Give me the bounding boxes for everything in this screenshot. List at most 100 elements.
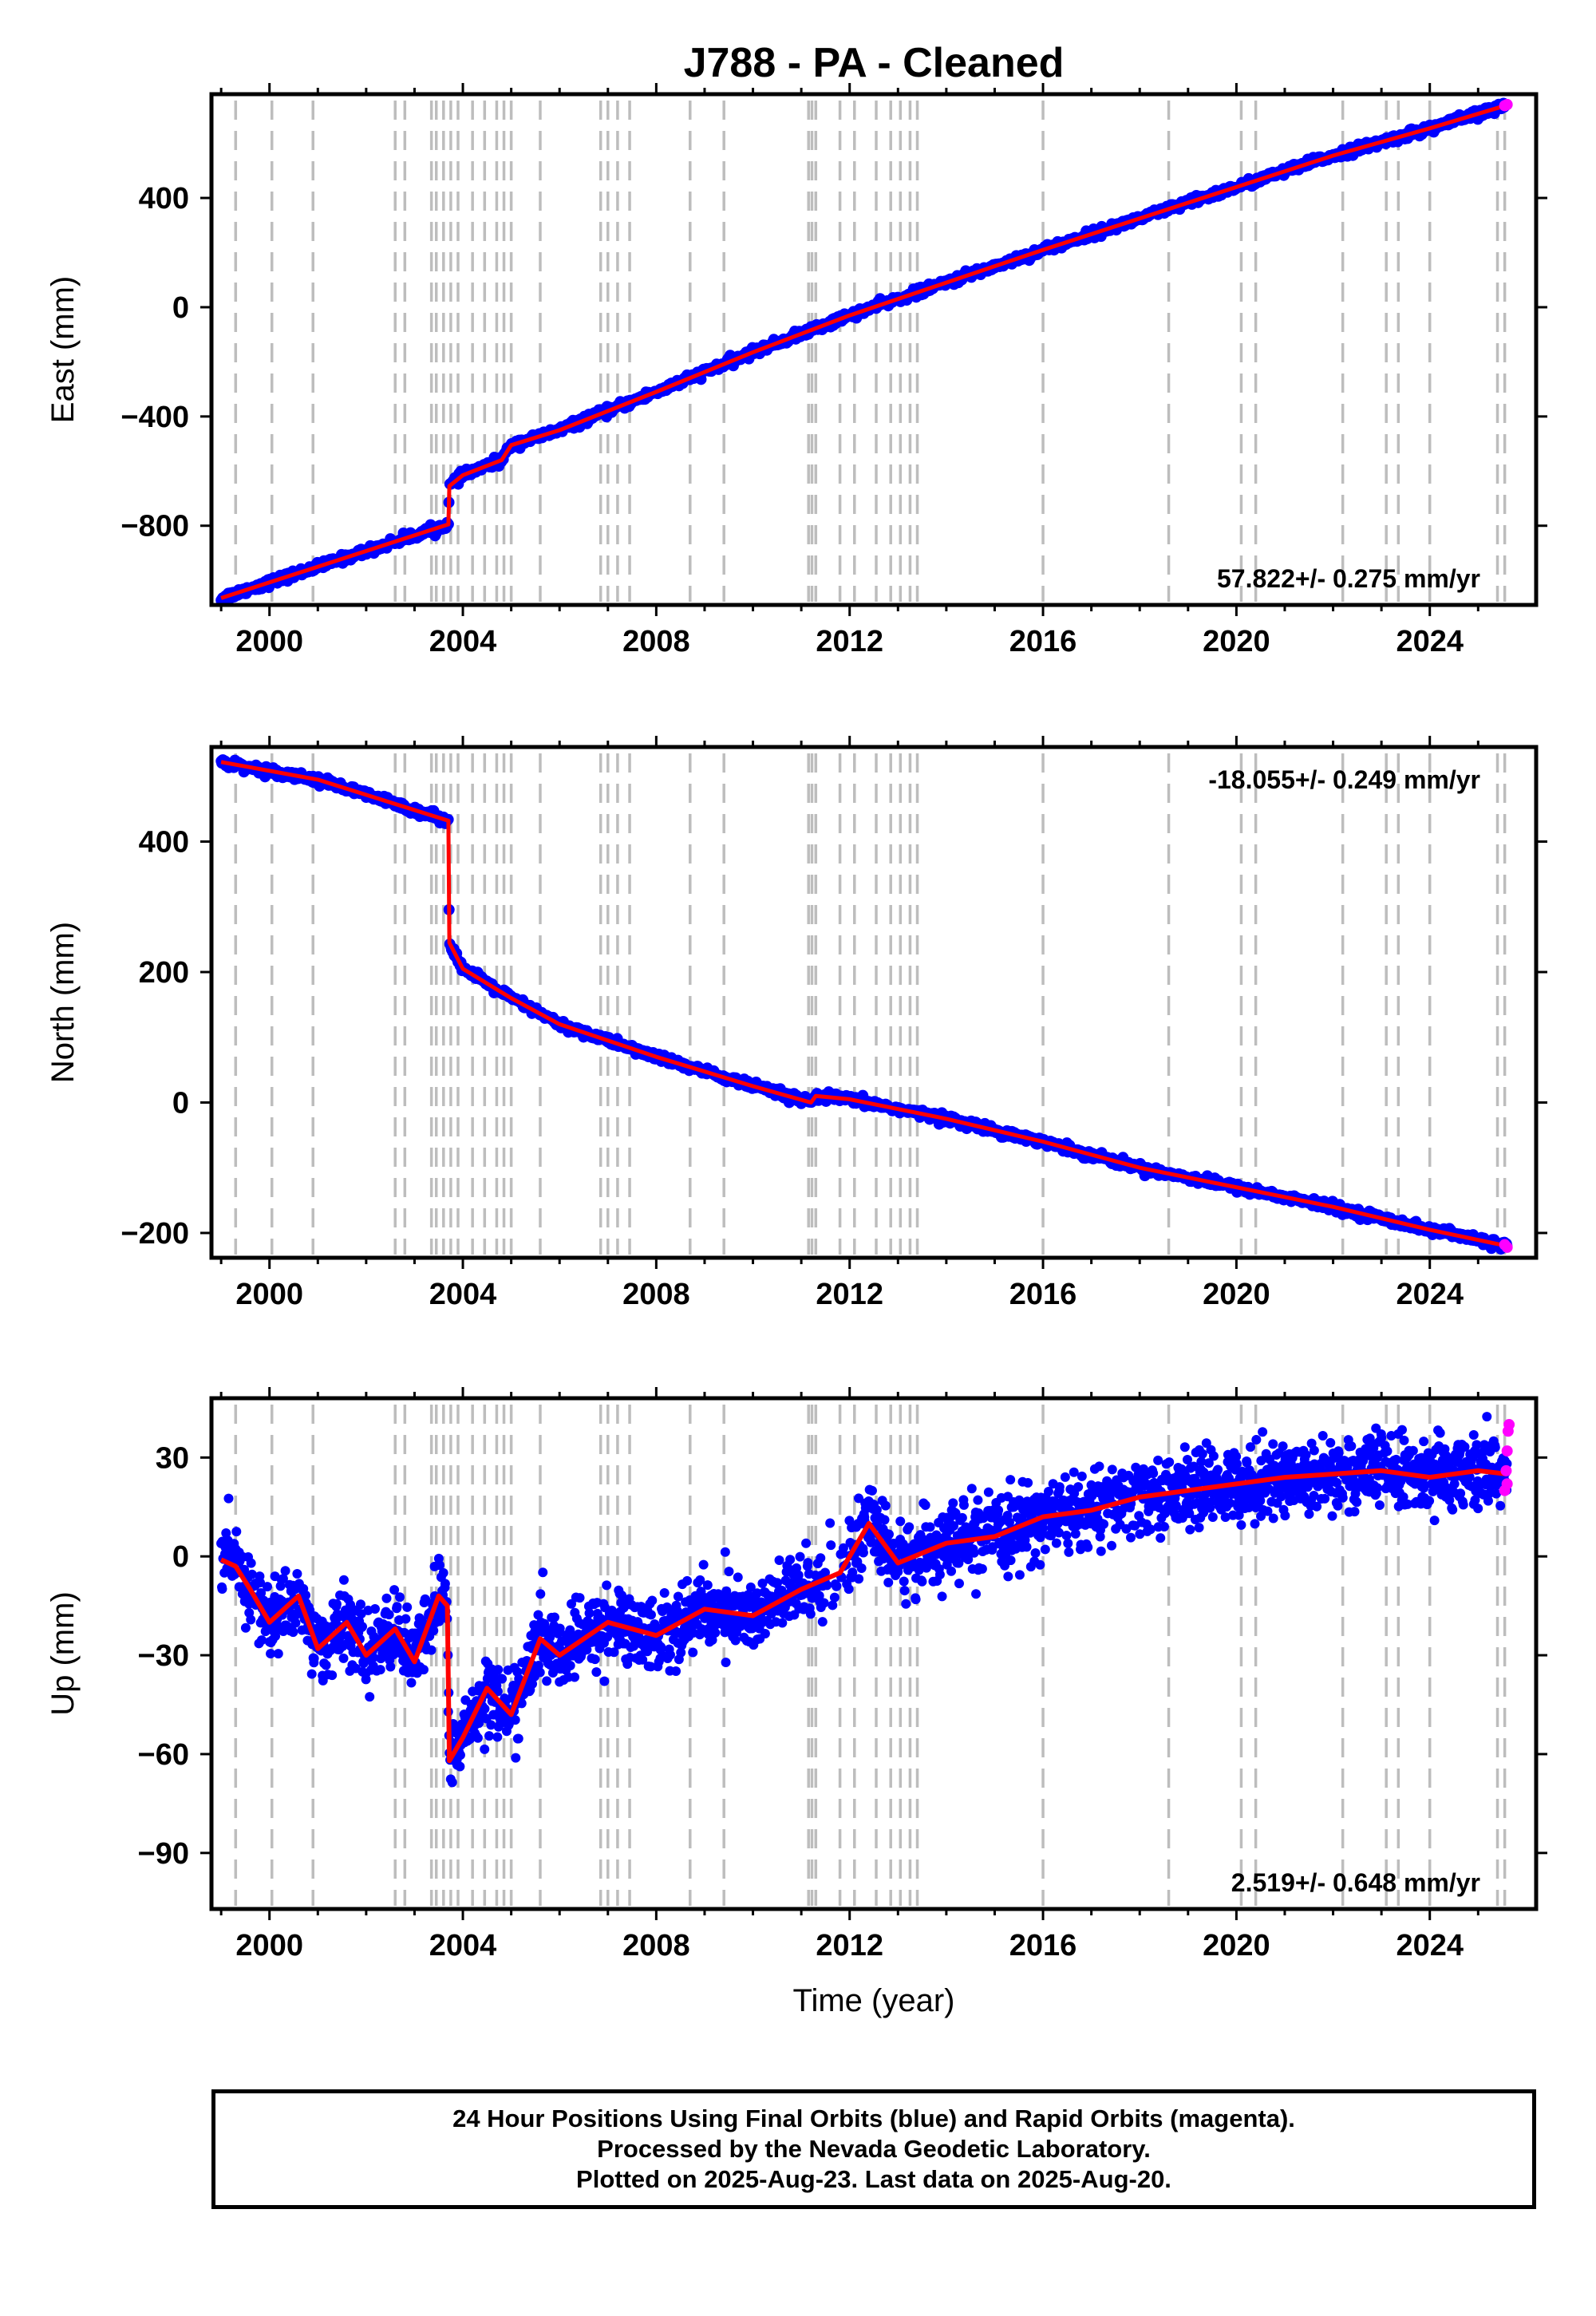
final-orbit-point [973,1495,983,1505]
final-orbit-point [492,1686,503,1697]
final-orbit-point [1040,1544,1050,1555]
final-orbit-point [720,1547,730,1557]
final-orbit-point [358,1622,368,1632]
final-orbit-point [401,1614,411,1624]
final-orbit-point [1043,1486,1053,1496]
x-tick-label: 2004 [429,625,497,658]
final-orbit-point [480,1744,490,1754]
y-tick-label: 0 [172,1086,189,1120]
final-orbit-point [867,1485,877,1496]
plot-frame [209,745,1539,1260]
x-tick-label: 2024 [1396,625,1464,658]
panel-up: 2000 2004 2008 2012 2016 2020 2024−90−60−30030… [45,1387,1547,2018]
final-orbit-point [925,1522,935,1532]
final-orbit-point [223,1493,234,1504]
final-orbit-point [1054,1482,1065,1492]
final-orbit-point [795,1551,805,1562]
final-orbit-point [1005,1475,1016,1485]
final-orbit-point [545,1632,555,1642]
final-orbit-point [957,1512,967,1523]
y-tick-label: −200 [120,1217,189,1251]
final-orbit-point [472,1733,483,1743]
final-orbit-point [278,1574,288,1584]
rapid-orbit-points [1499,99,1513,112]
final-orbit-point [871,1504,882,1515]
final-orbit-point [1159,1521,1169,1531]
final-orbit-point [493,1665,504,1675]
final-orbit-point [948,1498,958,1508]
final-orbit-point [1094,1461,1104,1472]
final-orbit-point [702,1580,713,1591]
panel-north: 2000 2004 2008 2012 2016 2020 2024−2000200400N… [45,736,1547,1311]
final-orbit-point [774,1555,784,1566]
final-orbit-point [880,1500,891,1511]
final-orbit-point [455,1750,465,1761]
final-orbit-point [421,1595,431,1605]
rate-label: 57.822+/- 0.275 mm/yr [1217,564,1480,593]
final-orbit-point [1126,1532,1136,1543]
final-orbit-point [434,1560,444,1571]
final-orbit-point [724,1567,734,1577]
final-orbit-point [369,1604,380,1614]
final-orbit-point [365,1692,375,1702]
x-tick-label: 2000 [235,625,303,658]
final-orbit-point [1070,1528,1080,1539]
final-orbit-point [825,1518,836,1528]
final-orbit-point [1099,1519,1109,1529]
final-orbit-point [671,1666,681,1677]
final-orbit-point [1064,1547,1074,1557]
y-axis-label: East (mm) [45,276,81,423]
final-orbit-point [375,1665,385,1675]
final-orbit-point [911,1595,921,1605]
final-orbit-point [665,1650,675,1660]
panels: 2000 2004 2008 2012 2016 2020 2024−800−4000400… [45,83,1547,2018]
x-tick-label: 2024 [1396,1278,1464,1311]
y-tick-label: −400 [120,401,189,434]
final-orbit-point [854,1574,864,1584]
final-orbit-point [582,1645,592,1655]
y-tick-label: 200 [139,956,189,990]
final-orbit-point [565,1625,575,1635]
final-orbit-point [730,1635,741,1646]
final-orbit-point [392,1602,402,1612]
final-orbit-point [934,1570,945,1580]
final-orbit-point [602,1580,612,1591]
final-orbit-point [883,1577,894,1587]
final-orbit-point [565,1661,575,1671]
y-axis-label: North (mm) [45,922,81,1083]
final-orbit-point [1145,1524,1156,1535]
final-orbit-point [847,1567,858,1578]
final-orbit-point [570,1672,580,1682]
final-orbit-point [1073,1482,1084,1492]
final-orbit-point [1153,1455,1163,1465]
y-tick-label: 400 [139,826,189,860]
x-tick-label: 2020 [1203,1278,1270,1311]
final-orbit-point [785,1555,796,1565]
rapid-orbit-points [1499,1239,1513,1253]
final-orbit-point [240,1622,251,1633]
final-orbit-point [682,1575,693,1586]
final-orbit-point [385,1662,396,1672]
final-orbit-point [698,1559,709,1570]
final-orbit-point [527,1678,538,1689]
final-orbit-point [542,1676,552,1686]
final-orbit-point [1156,1533,1166,1543]
x-tick-label: 2016 [1009,625,1077,658]
final-orbit-point [642,1646,653,1657]
final-orbit-point [820,1567,830,1578]
final-orbit-point [646,1662,656,1672]
model-fit-line [220,103,1508,600]
final-orbit-point [895,1516,906,1527]
final-orbit-point [958,1500,969,1510]
final-orbit-point [998,1536,1008,1547]
final-orbit-point [1053,1528,1064,1538]
final-orbit-point [1051,1538,1061,1548]
final-orbit-point [1063,1538,1073,1548]
final-orbit-point [656,1642,666,1652]
y-tick-label: −800 [120,510,189,543]
final-orbit-point [221,1528,231,1538]
final-orbit-point [673,1591,683,1602]
final-orbit-point [1107,1540,1117,1551]
x-tick-label: 2008 [622,1278,690,1311]
